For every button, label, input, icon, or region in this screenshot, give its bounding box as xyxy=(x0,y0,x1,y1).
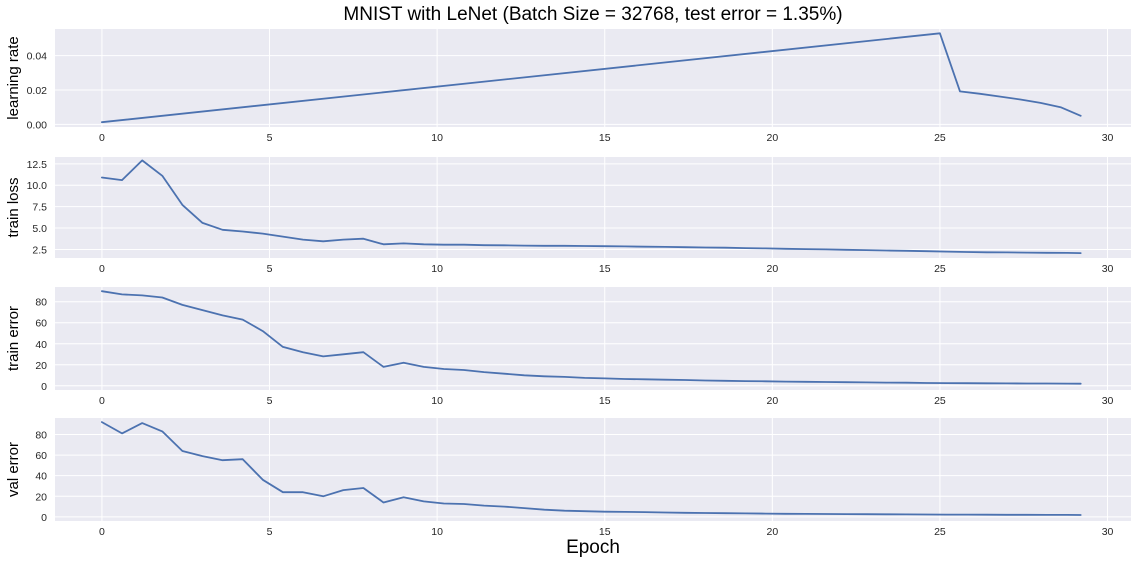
series-line-train-loss xyxy=(101,159,1082,255)
x-tick-label: 5 xyxy=(267,395,273,407)
x-tick-label: 10 xyxy=(431,526,443,538)
x-axis-label: Epoch xyxy=(566,537,620,558)
x-tick-label: 25 xyxy=(934,132,946,144)
panel-train-error: 0 5 10 15 20 25 30 0 20 40 60 80 train error xyxy=(5,287,1131,407)
x-tick-label: 0 xyxy=(99,395,105,407)
y-tick-label: 0.04 xyxy=(27,51,48,63)
x-tick-label: 20 xyxy=(766,132,778,144)
x-tick-label: 15 xyxy=(599,526,611,538)
x-tick-label: 0 xyxy=(99,132,105,144)
x-tick-label: 25 xyxy=(934,395,946,407)
series-line-learning-rate xyxy=(101,32,1082,124)
y-tick-label: 60 xyxy=(35,450,47,462)
y-tick-label: 2.5 xyxy=(32,244,47,256)
x-tick-label: 20 xyxy=(766,526,778,538)
x-tick-label: 25 xyxy=(934,263,946,275)
x-tick-label: 10 xyxy=(431,395,443,407)
x-tick-label: 15 xyxy=(599,263,611,275)
y-axis-label: val error xyxy=(5,442,22,497)
y-tick-label: 10.0 xyxy=(27,180,48,192)
y-tick-label: 40 xyxy=(35,339,47,351)
x-tick-label: 5 xyxy=(267,263,273,275)
y-tick-label: 0.02 xyxy=(27,85,48,97)
y-tick-label: 0 xyxy=(41,381,47,393)
x-tick-label: 0 xyxy=(99,263,105,275)
plot-area xyxy=(55,157,1131,258)
x-tick-label: 30 xyxy=(1102,395,1114,407)
y-tick-label: 60 xyxy=(35,318,47,330)
y-tick-label: 12.5 xyxy=(27,159,48,171)
y-tick-label: 7.5 xyxy=(32,202,47,214)
plot-area xyxy=(55,418,1131,521)
x-tick-label: 10 xyxy=(431,132,443,144)
y-tick-label: 0 xyxy=(41,512,47,524)
x-tick-label: 30 xyxy=(1102,263,1114,275)
panel-train-loss: 0 5 10 15 20 25 30 2.5 5.0 7.5 10.0 12.5 train loss xyxy=(5,157,1131,275)
panel-learning-rate: 0 5 10 15 20 25 30 0.00 0.02 0.04 learning rate xyxy=(5,29,1131,144)
series-line-train-error xyxy=(101,290,1082,385)
panel-val-error: 0 5 10 15 20 25 30 0 20 40 60 80 val error xyxy=(5,418,1131,538)
chart-title: MNIST with LeNet (Batch Size = 32768, te… xyxy=(343,4,842,25)
x-tick-label: 15 xyxy=(599,132,611,144)
x-tick-label: 5 xyxy=(267,526,273,538)
y-axis-label: train loss xyxy=(5,177,22,237)
plot-area xyxy=(55,287,1131,390)
x-tick-label: 20 xyxy=(766,395,778,407)
y-tick-label: 20 xyxy=(35,360,47,372)
y-tick-label: 0.00 xyxy=(27,119,48,131)
x-tick-label: 30 xyxy=(1102,526,1114,538)
panels: 0 5 10 15 20 25 30 0.00 0.02 0.04 learning rate 0 5 1… xyxy=(5,29,1131,538)
y-tick-label: 80 xyxy=(35,429,47,441)
y-axis-label: learning rate xyxy=(5,36,22,119)
x-tick-label: 20 xyxy=(766,263,778,275)
y-tick-label: 20 xyxy=(35,491,47,503)
x-tick-label: 0 xyxy=(99,526,105,538)
x-tick-label: 30 xyxy=(1102,132,1114,144)
x-tick-label: 25 xyxy=(934,526,946,538)
x-tick-label: 5 xyxy=(267,132,273,144)
x-tick-label: 15 xyxy=(599,395,611,407)
y-tick-label: 80 xyxy=(35,297,47,309)
x-tick-label: 10 xyxy=(431,263,443,275)
series-line-val-error xyxy=(101,421,1082,516)
y-tick-label: 40 xyxy=(35,471,47,483)
y-axis-label: train error xyxy=(5,306,22,371)
y-tick-label: 5.0 xyxy=(32,223,47,235)
plot-area xyxy=(55,29,1131,127)
